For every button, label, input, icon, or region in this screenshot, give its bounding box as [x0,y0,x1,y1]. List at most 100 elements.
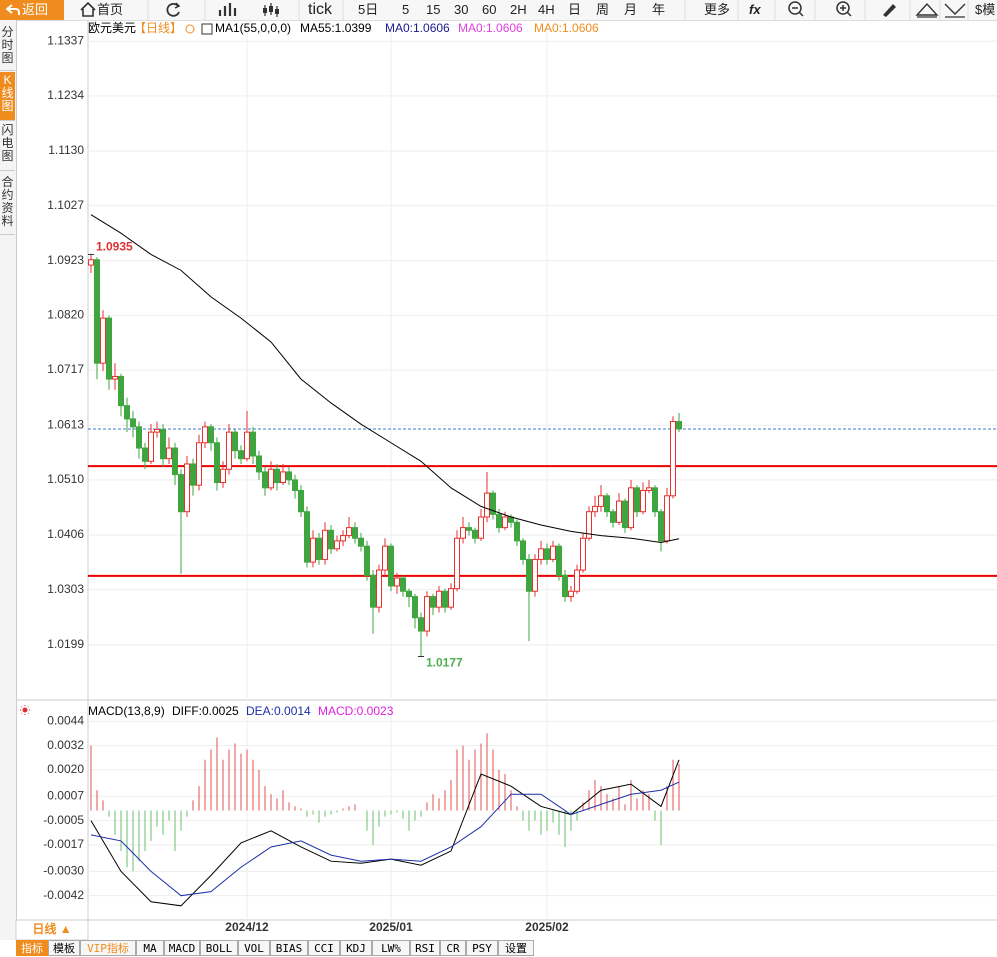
toolbar-item[interactable]: fx [749,2,761,17]
y-tick-label: 0.0044 [47,713,84,727]
footer-tab[interactable]: KDJ [340,940,372,956]
toolbar-item[interactable]: 15 [426,2,441,17]
footer-tab[interactable]: LW% [372,940,410,956]
legend-entry: DIFF:0.0025 [172,704,239,718]
y-tick-label: -0.0042 [43,888,84,902]
y-tick-label: 1.0717 [47,362,84,376]
period-button[interactable] [15,919,89,940]
candle-body [340,535,346,542]
footer-tab[interactable]: RSI [410,940,440,956]
candle-body [220,468,226,484]
back-icon [6,4,20,15]
sidebar-tab[interactable]: 闪电图 [0,122,15,171]
candle-body [274,468,280,484]
candle-body [418,617,424,632]
candle-body [166,447,172,460]
footer-tab[interactable]: CCI [308,940,340,956]
footer-tab[interactable]: MA [136,940,164,956]
legend-entry: MACD:0.0023 [318,704,394,718]
candle-body [580,537,586,571]
candle-body [304,511,310,563]
toolbar-item[interactable]: $模 [975,2,996,17]
candle-body [352,527,358,539]
candle-body [526,558,532,592]
y-tick-label: -0.0005 [43,813,84,827]
footer-tab[interactable]: VOL [238,940,270,956]
candle-body [298,489,304,513]
candle-body [628,487,634,529]
back-button[interactable]: 返回 [0,0,64,20]
candle-body [466,527,472,531]
candle-body [400,577,406,592]
footer-tab[interactable]: BOLL [200,940,238,956]
candle-body [316,537,322,560]
candle-body [370,574,376,608]
legend-icon [185,24,195,34]
period-button-label[interactable]: 日线 ▲ [32,921,71,936]
candle-body [292,479,298,491]
candle-body [676,421,682,430]
x-tick-label: 2025/01 [369,920,413,934]
candle-body [172,447,178,476]
toolbar-item[interactable]: 5日 [358,2,379,17]
footer-tab[interactable]: 设置 [498,940,534,956]
toolbar-item[interactable]: 60 [482,2,497,17]
y-tick-label: 1.1027 [47,198,84,212]
toolbar-item[interactable]: 2H [510,2,527,17]
toolbar-item[interactable]: 5 [402,2,410,17]
footer-tab[interactable]: PSY [466,940,498,956]
toolbar-item[interactable]: 年 [652,2,666,17]
candle-body [262,471,268,489]
footer-tab[interactable]: VIP指标 [80,940,136,956]
toolbar-item[interactable]: 周 [596,2,610,17]
sidebar-tab[interactable]: 合约资料 [0,174,15,235]
candle-body [622,500,628,529]
toolbar-item[interactable]: tick [308,1,332,18]
sidebar-tab[interactable]: 分时图 [0,24,15,71]
candle-body [520,540,526,560]
footer-tab[interactable]: 指标 [16,940,48,956]
sidebar: 分时图 K线图 闪电图合约资料 [0,20,17,940]
footer-tab[interactable]: MACD [164,940,200,956]
candle-body [454,537,460,590]
candle-body [556,545,562,576]
candle-body [610,511,616,523]
sidebar-tab[interactable]: K线图 [0,72,15,121]
back-label[interactable]: 返回 [22,2,49,17]
candle-body [514,521,520,542]
candle-body [286,471,292,481]
toolbar-item[interactable]: 日 [568,2,582,17]
candle-body [100,317,106,364]
legend-entry: DEA:0.0014 [246,704,311,718]
candle-body [160,428,166,460]
legend-entry: MA0:1.0606 [458,21,523,35]
high-label: 1.0935 [96,240,133,254]
candle-body [640,489,646,513]
toolbar-item[interactable]: 月 [624,2,638,17]
candle-body [412,596,418,619]
candle-body [406,590,412,598]
y-tick-label: 1.0820 [47,308,84,322]
candle-body [238,450,244,460]
candle-body [652,487,658,513]
candle-body [658,511,664,542]
footer-tab[interactable]: BIAS [270,940,308,956]
candle-body [394,577,400,587]
sun-icon [20,705,30,715]
candle-body [568,590,574,598]
candle-body [664,495,670,542]
candle-body [250,431,256,457]
footer-tab[interactable]: CR [440,940,466,956]
ma55-line [90,214,680,543]
candle-body [574,569,580,592]
candle-body [430,596,436,608]
toolbar-item[interactable]: 首页 [97,2,124,17]
toolbar-item[interactable]: 更多 [704,2,731,17]
y-tick-label: 0.0032 [47,738,84,752]
toolbar-item[interactable]: 4H [538,2,555,17]
low-label: 1.0177 [426,656,463,670]
footer-tab[interactable]: 模板 [48,940,80,956]
candle-body [94,259,100,364]
toolbar-item[interactable]: 30 [454,2,469,17]
